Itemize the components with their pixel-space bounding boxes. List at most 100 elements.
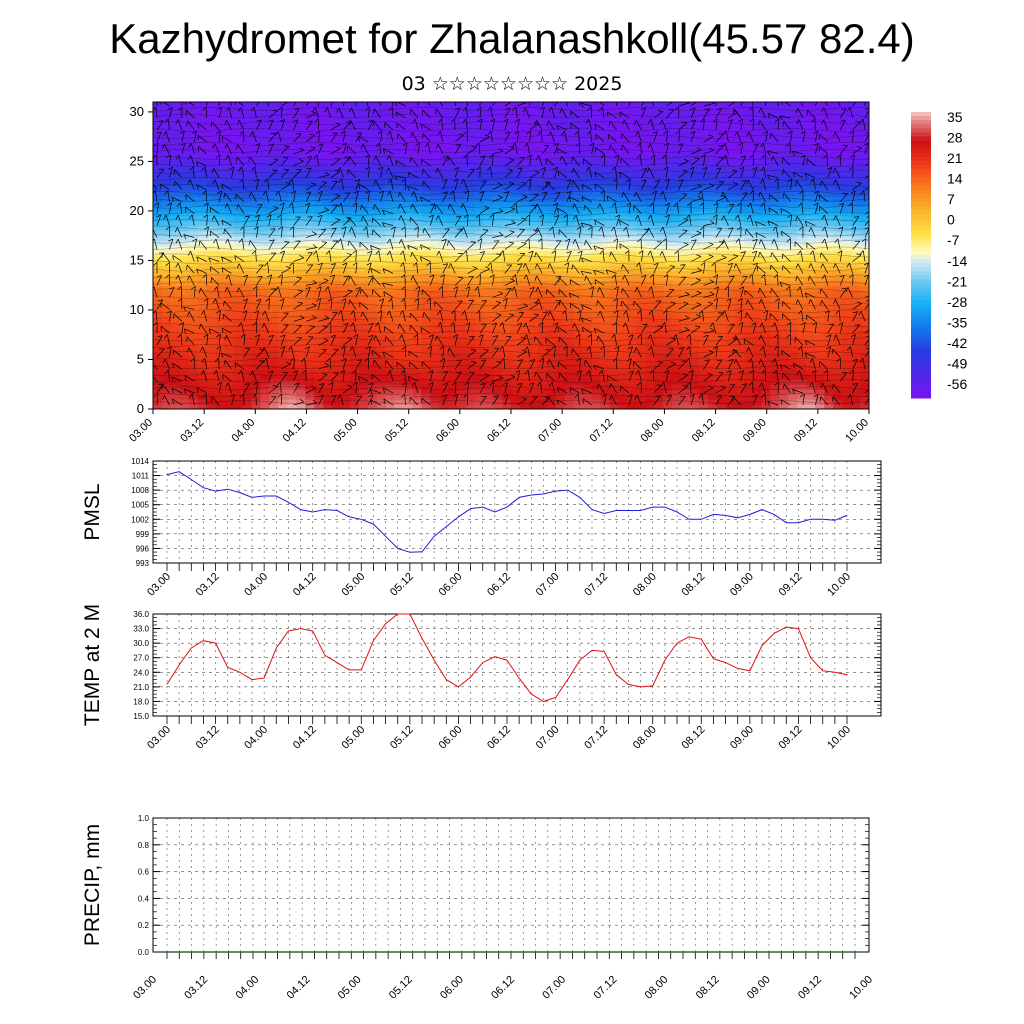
heatmap-cell [698, 215, 709, 222]
heatmap-cell [546, 290, 557, 296]
heatmap-cell [430, 369, 440, 375]
heatmap-cell [600, 111, 611, 118]
heatmap-cell [690, 131, 700, 138]
heatmap-cell [582, 369, 593, 375]
heatmap-cell [663, 344, 673, 351]
heatmap-cell [323, 369, 333, 375]
heatmap-cell [779, 329, 790, 336]
heatmap-cell [502, 295, 512, 301]
heatmap-cell [779, 121, 790, 128]
heatmap-cell [332, 141, 342, 148]
heatmap-cell [797, 151, 807, 158]
heatmap-cell [690, 161, 700, 167]
heatmap-cell [206, 225, 217, 232]
heatmap-cell [242, 146, 253, 153]
heatmap-cell [197, 106, 208, 113]
heatmap-cell [734, 186, 745, 192]
heatmap-cell [627, 260, 637, 266]
heatmap-cell [314, 364, 324, 370]
heatmap-cell [833, 379, 843, 385]
heatmap-cell [323, 131, 333, 138]
heatmap-cell [860, 116, 869, 123]
heatmap-cell [564, 245, 575, 252]
heatmap-cell [851, 394, 861, 400]
heatmap-cell [842, 210, 852, 217]
isoline [153, 323, 869, 328]
heatmap-cell [394, 161, 405, 167]
heatmap-cell [842, 245, 852, 252]
heatmap-cell [367, 250, 378, 257]
heatmap-cell [323, 220, 333, 227]
heatmap-cell [770, 250, 781, 257]
heatmap-cell [707, 369, 718, 375]
heatmap-cell [609, 265, 619, 271]
heatmap-cell [493, 161, 503, 167]
heatmap-cell [421, 161, 432, 167]
heatmap-cell [645, 369, 655, 375]
heatmap-cell [609, 305, 619, 311]
heatmap-cell [161, 354, 172, 361]
heatmap-cell [788, 171, 798, 177]
heatmap-cell [582, 220, 593, 227]
heatmap-cell [690, 146, 700, 153]
heatmap-cell [582, 314, 593, 321]
heatmap-cell [770, 300, 781, 306]
heatmap-cell [537, 354, 548, 361]
heatmap-cell [716, 394, 727, 400]
heatmap-cell [376, 270, 387, 276]
heatmap-cell [797, 166, 807, 172]
heatmap-cell [358, 141, 369, 148]
heatmap-cell [385, 379, 396, 385]
heatmap-cell [752, 300, 763, 306]
heatmap-cell [502, 201, 512, 207]
heatmap-cell [421, 186, 432, 192]
heatmap-cell [305, 215, 315, 222]
heatmap-cell [618, 295, 628, 301]
heatmap-cell [305, 205, 315, 212]
heatmap-cell [448, 255, 458, 262]
heatmap-cell [770, 141, 781, 148]
heatmap-cell [466, 290, 476, 296]
heatmap-cell [815, 196, 825, 202]
heatmap-cell [672, 151, 682, 158]
heatmap-cell [672, 220, 682, 227]
heatmap-cell [582, 116, 593, 123]
heatmap-cell [627, 136, 637, 143]
heatmap-cell [457, 324, 467, 331]
heatmap-cell [824, 359, 834, 366]
heatmap-cell [752, 121, 763, 128]
heatmap-cell [287, 181, 297, 187]
heatmap-cell [340, 275, 351, 281]
heatmap-cell [340, 394, 351, 400]
heatmap-cell [314, 265, 324, 271]
heatmap-cell [251, 161, 261, 167]
heatmap-cell [493, 319, 503, 326]
heatmap-cell [215, 136, 226, 143]
heatmap-cell [788, 255, 798, 262]
heatmap-cell [242, 300, 253, 306]
isoline [153, 260, 869, 265]
heatmap-cell [672, 141, 682, 148]
heatmap-cell [412, 260, 423, 266]
heatmap-cell [591, 265, 602, 271]
heatmap-cell [448, 404, 458, 409]
heatmap-cell [179, 384, 190, 390]
heatmap-cell [654, 215, 664, 222]
heatmap-cell [779, 126, 790, 133]
heatmap-cell [161, 324, 172, 331]
heatmap-cell [278, 334, 288, 341]
heatmap-cell [502, 156, 512, 163]
heatmap-cell [179, 161, 190, 167]
heatmap-cell [806, 285, 816, 291]
heatmap-cell [788, 146, 798, 153]
heatmap-cell [439, 349, 449, 356]
heatmap-cell [564, 176, 575, 182]
heatmap-cell [332, 205, 342, 212]
heatmap-cell [707, 379, 718, 385]
heatmap-cell [752, 359, 763, 366]
heatmap-cell [367, 220, 378, 227]
heatmap-cell [573, 136, 584, 143]
heatmap-cell [403, 141, 414, 148]
heatmap-cell [528, 295, 539, 301]
heatmap-cell [278, 131, 288, 138]
